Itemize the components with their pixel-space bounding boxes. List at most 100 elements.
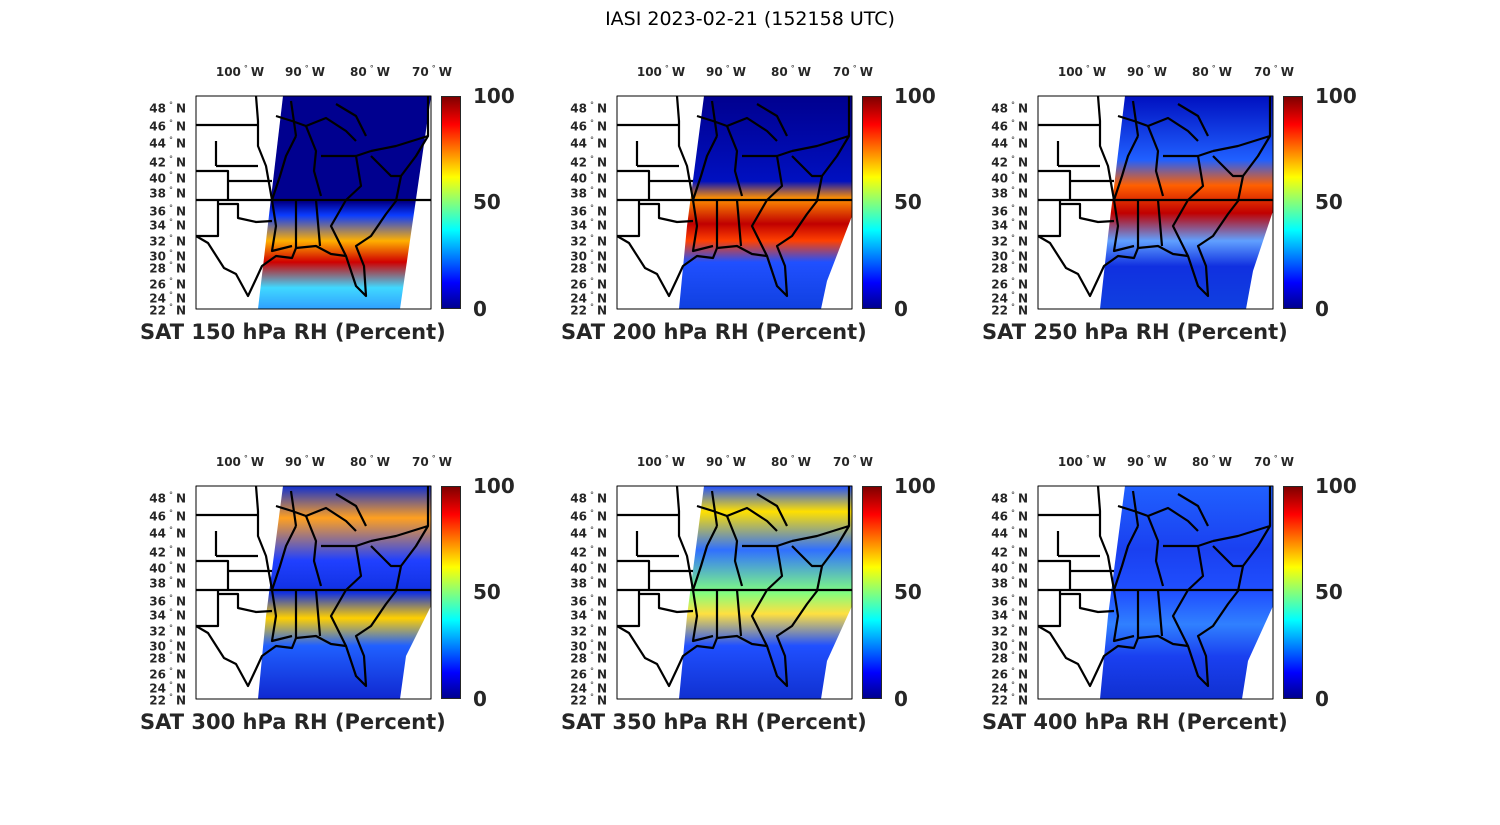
lat-tick-label: 40 ° N bbox=[570, 170, 607, 186]
panel-title: SAT 250 hPa RH (Percent) bbox=[982, 320, 1288, 344]
map-panel: 100 ° W 90 ° W 80 ° W 70 ° W 48 ° N 46 ° N 44 ° N 42 ° N 40 ° N 38 °… bbox=[972, 390, 1393, 780]
state-boundary bbox=[691, 589, 768, 647]
lat-tick-label: 40 ° N bbox=[991, 560, 1028, 576]
state-boundary bbox=[218, 592, 273, 614]
map-panel: 100 ° W 90 ° W 80 ° W 70 ° W 48 ° N 46 ° N 44 ° N 42 ° N 40 ° N 38 °… bbox=[551, 390, 972, 780]
state-boundary bbox=[1112, 589, 1189, 647]
state-boundary bbox=[617, 590, 641, 628]
lat-tick-label: 42 ° N bbox=[991, 544, 1028, 560]
lat-tick-label: 26 ° N bbox=[570, 276, 607, 292]
lat-tick-label: 46 ° N bbox=[991, 508, 1028, 524]
colorbar-tick-label: 50 bbox=[894, 190, 922, 214]
lat-tick-label: 44 ° N bbox=[149, 135, 186, 151]
state-boundary bbox=[691, 125, 850, 201]
lon-tick-label: 80 ° W bbox=[771, 454, 811, 469]
state-boundary bbox=[1056, 141, 1100, 168]
state-boundary bbox=[1060, 592, 1115, 614]
map-plot-area bbox=[1037, 485, 1274, 700]
state-boundary bbox=[1096, 485, 1116, 591]
state-boundary bbox=[195, 96, 430, 298]
lat-tick-label: 32 ° N bbox=[991, 233, 1028, 249]
state-boundary bbox=[639, 202, 694, 224]
state-boundary bbox=[196, 169, 230, 200]
lat-tick-label: 34 ° N bbox=[570, 217, 607, 233]
panel-title: SAT 150 hPa RH (Percent) bbox=[140, 320, 446, 344]
colorbar-tick-label: 50 bbox=[1315, 580, 1343, 604]
lat-tick-label: 22 ° N bbox=[991, 302, 1028, 318]
state-boundary bbox=[1112, 125, 1271, 201]
colorbar-tick-label: 100 bbox=[1315, 474, 1357, 498]
colorbar-tick-label: 50 bbox=[473, 190, 501, 214]
colorbar bbox=[1283, 486, 1303, 699]
figure-title: IASI 2023-02-21 (152158 UTC) bbox=[605, 8, 895, 30]
lat-tick-label: 22 ° N bbox=[149, 692, 186, 708]
state-boundary bbox=[254, 485, 274, 591]
state-boundary bbox=[1060, 202, 1115, 224]
lat-tick-label: 24 ° N bbox=[991, 680, 1028, 696]
lat-tick-label: 42 ° N bbox=[991, 154, 1028, 170]
lon-tick-label: 100 ° W bbox=[1057, 454, 1107, 469]
lat-tick-label: 24 ° N bbox=[149, 290, 186, 306]
lat-tick-label: 34 ° N bbox=[570, 607, 607, 623]
lat-tick-label: 44 ° N bbox=[570, 525, 607, 541]
lat-tick-label: 46 ° N bbox=[149, 508, 186, 524]
lat-tick-label: 30 ° N bbox=[991, 638, 1028, 654]
lat-tick-label: 46 ° N bbox=[570, 118, 607, 134]
lat-tick-label: 40 ° N bbox=[149, 170, 186, 186]
colorbar bbox=[862, 96, 882, 309]
lon-tick-label: 70 ° W bbox=[1254, 64, 1294, 79]
state-boundary bbox=[696, 100, 788, 142]
lon-tick-label: 90 ° W bbox=[706, 64, 746, 79]
lat-tick-label: 48 ° N bbox=[570, 100, 607, 116]
state-boundary bbox=[1038, 169, 1072, 200]
lat-tick-label: 48 ° N bbox=[991, 490, 1028, 506]
colorbar-tick-label: 100 bbox=[473, 84, 515, 108]
map-frame bbox=[1037, 485, 1274, 700]
state-boundary bbox=[196, 559, 230, 590]
lon-tick-label: 90 ° W bbox=[1127, 454, 1167, 469]
lon-tick-label: 70 ° W bbox=[833, 454, 873, 469]
lon-tick-label: 90 ° W bbox=[285, 64, 325, 79]
state-boundary bbox=[218, 202, 273, 224]
lat-tick-label: 34 ° N bbox=[149, 607, 186, 623]
lat-tick-label: 26 ° N bbox=[991, 276, 1028, 292]
lat-tick-label: 40 ° N bbox=[570, 560, 607, 576]
state-boundary bbox=[1056, 531, 1100, 558]
lat-tick-label: 38 ° N bbox=[570, 185, 607, 201]
map-plot-area bbox=[616, 95, 853, 310]
lon-tick-label: 70 ° W bbox=[412, 454, 452, 469]
map-plot-area bbox=[195, 485, 432, 700]
lon-tick-label: 90 ° W bbox=[285, 454, 325, 469]
lat-tick-label: 44 ° N bbox=[149, 525, 186, 541]
lat-tick-label: 36 ° N bbox=[570, 203, 607, 219]
lat-tick-label: 46 ° N bbox=[991, 118, 1028, 134]
map-frame bbox=[616, 485, 853, 700]
lat-tick-label: 38 ° N bbox=[991, 185, 1028, 201]
lat-tick-label: 34 ° N bbox=[149, 217, 186, 233]
colorbar bbox=[441, 486, 461, 699]
map-panel: 100 ° W 90 ° W 80 ° W 70 ° W 48 ° N 46 ° N 44 ° N 42 ° N 40 ° N 38 °… bbox=[130, 0, 551, 390]
lat-tick-label: 28 ° N bbox=[991, 260, 1028, 276]
state-boundary bbox=[616, 486, 851, 688]
lon-tick-label: 80 ° W bbox=[1192, 454, 1232, 469]
lon-tick-label: 70 ° W bbox=[833, 64, 873, 79]
colorbar-tick-label: 100 bbox=[894, 474, 936, 498]
lat-tick-label: 28 ° N bbox=[149, 260, 186, 276]
lat-tick-label: 28 ° N bbox=[570, 650, 607, 666]
lat-tick-label: 48 ° N bbox=[149, 490, 186, 506]
state-boundary bbox=[195, 486, 430, 688]
lat-tick-label: 44 ° N bbox=[570, 135, 607, 151]
state-boundary bbox=[275, 490, 367, 532]
state-boundary bbox=[691, 515, 850, 591]
colorbar-tick-label: 0 bbox=[1315, 687, 1329, 711]
lat-tick-label: 30 ° N bbox=[570, 638, 607, 654]
state-boundary bbox=[196, 200, 220, 238]
lat-tick-label: 32 ° N bbox=[149, 623, 186, 639]
state-boundary bbox=[696, 490, 788, 532]
colorbar-tick-label: 100 bbox=[1315, 84, 1357, 108]
state-boundary bbox=[270, 515, 429, 591]
lat-tick-label: 30 ° N bbox=[991, 248, 1028, 264]
lat-tick-label: 26 ° N bbox=[149, 276, 186, 292]
state-boundary bbox=[1112, 515, 1271, 591]
lat-tick-label: 38 ° N bbox=[149, 575, 186, 591]
